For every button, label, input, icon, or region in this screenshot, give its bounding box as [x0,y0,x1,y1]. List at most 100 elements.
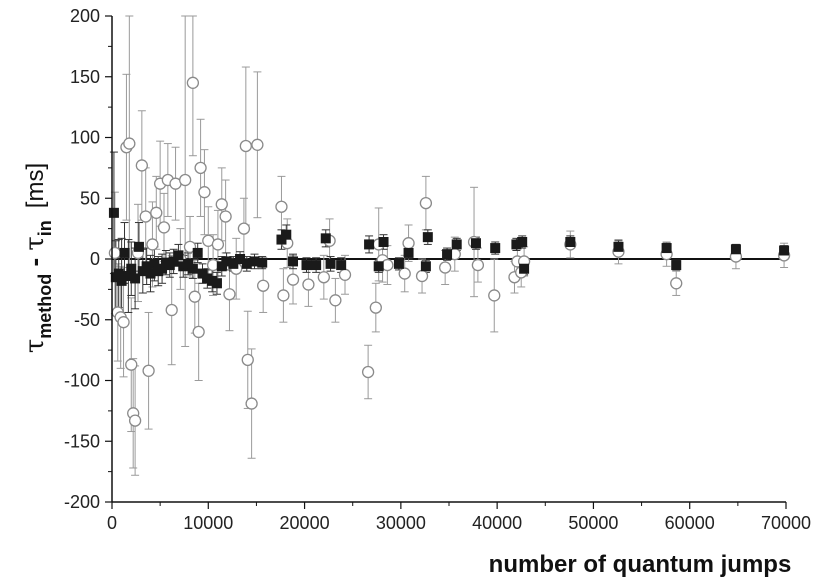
filled-square-point-61 [779,245,790,256]
x-tick-label-5: 50000 [568,513,618,533]
filled-square-point-28 [221,256,232,267]
open-circle-point-30 [211,238,225,251]
filled-square-point-5 [123,271,134,282]
y-tick-label-0: -200 [64,492,100,512]
y-label-sub-method: method [35,274,55,339]
filled-square-point-47 [420,261,431,272]
filled-square-point-52 [490,243,501,254]
open-circle-point-37 [241,353,254,366]
filled-square-point-37 [301,260,312,271]
filled-square-point-33 [257,257,268,268]
open-circle-point-51 [369,301,382,314]
filled-square-point-6 [126,263,137,274]
filled-square-point-41 [336,260,347,271]
filled-square-point-26 [211,278,222,289]
y-tick-label-5: 50 [80,188,100,208]
open-circle-point-46 [317,271,330,284]
filled-square-point-21 [187,263,198,274]
filled-square-point-53 [511,239,522,250]
filled-square-point-46 [403,247,414,258]
filled-square-point-49 [442,249,453,260]
open-circle-point-57 [415,269,429,283]
open-circle-point-71 [670,277,683,290]
open-circle-point-16 [157,221,171,234]
open-circle-point-8 [128,414,142,427]
filled-square-point-22 [192,247,203,258]
filled-square-point-55 [519,263,530,274]
open-circle-point-23 [186,76,200,89]
filled-square-point-51 [470,238,481,249]
x-axis-ticks: 0 10000 20000 30000 40000 50000 60000 70000 [107,502,811,533]
y-tick-label-1: -150 [64,431,100,451]
filled-square-point-43 [373,261,384,272]
y-label-tau-1: τ [20,339,50,353]
filled-square-point-2 [113,268,124,279]
filled-square-point-40 [325,258,336,269]
filled-square-point-10 [141,261,152,272]
open-circle-point-58 [419,196,433,210]
filled-square-point-3 [116,275,127,286]
open-circle-point-11 [139,210,152,223]
filled-square-point-0 [108,207,119,218]
filled-square-point-7 [130,273,141,284]
open-circle-point-3 [117,316,130,329]
svg-text:τmethod - τin[ms]: τmethod - τin[ms] [19,163,55,353]
filled-square-point-11 [145,268,156,279]
x-tick-label-2: 20000 [280,513,330,533]
y-tick-label-7: 150 [70,67,100,87]
open-circle-point-50 [361,365,375,379]
filled-square-point-8 [133,241,144,252]
open-circle-point-38 [245,397,258,410]
markers-layer [108,76,791,427]
open-circle-point-13 [146,238,159,251]
y-label-minus: - [19,251,49,274]
open-circle-point-10 [135,159,148,172]
open-circle-point-14 [150,206,163,219]
x-tick-label-0: 0 [107,513,117,533]
open-circle-point-59 [438,261,452,274]
open-circle-point-12 [142,364,155,377]
filled-square-point-30 [235,254,246,264]
open-circle-point-0 [108,246,122,260]
open-circle-point-31 [215,198,228,211]
filled-square-point-18 [173,250,184,261]
filled-square-point-36 [288,256,299,267]
filled-square-point-59 [671,260,682,271]
filled-square-point-38 [311,260,322,271]
x-tick-label-7: 70000 [761,513,811,533]
open-circle-point-45 [302,278,315,291]
open-circle-point-56 [402,237,415,250]
x-tick-label-6: 60000 [665,513,715,533]
open-circle-point-6 [125,358,138,371]
open-circle-point-27 [198,186,211,199]
y-tick-label-3: -50 [74,310,100,330]
x-tick-label-3: 30000 [376,513,426,533]
filled-square-point-57 [613,241,624,252]
x-axis-label: number of quantum jumps [489,551,792,577]
open-circle-point-48 [329,294,342,307]
filled-square-point-58 [661,243,672,254]
filled-square-point-50 [451,239,462,250]
open-circle-point-18 [165,303,178,317]
open-circle-point-26 [194,161,207,175]
y-tick-label-6: 100 [70,128,100,148]
filled-square-point-42 [364,239,375,250]
open-circle-point-63 [488,289,501,302]
open-circle-point-55 [398,267,411,280]
filled-square-point-4 [119,247,130,258]
open-circle-point-25 [192,325,205,339]
y-tick-label-8: 200 [70,6,100,26]
open-circle-point-62 [471,258,485,272]
filled-square-point-44 [378,236,389,247]
filled-square-point-14 [157,263,168,274]
open-circle-point-41 [275,200,288,213]
filled-square-point-54 [517,236,528,247]
open-circle-point-5 [123,137,136,150]
filled-square-point-12 [149,258,160,269]
y-tick-label-2: -100 [64,371,100,391]
open-circle-point-49 [338,268,352,281]
filled-square-point-48 [422,232,433,243]
y-axis-label: τmethod - τin[ms] [19,163,55,353]
open-circle-point-42 [277,289,290,302]
filled-square-point-35 [281,229,292,240]
